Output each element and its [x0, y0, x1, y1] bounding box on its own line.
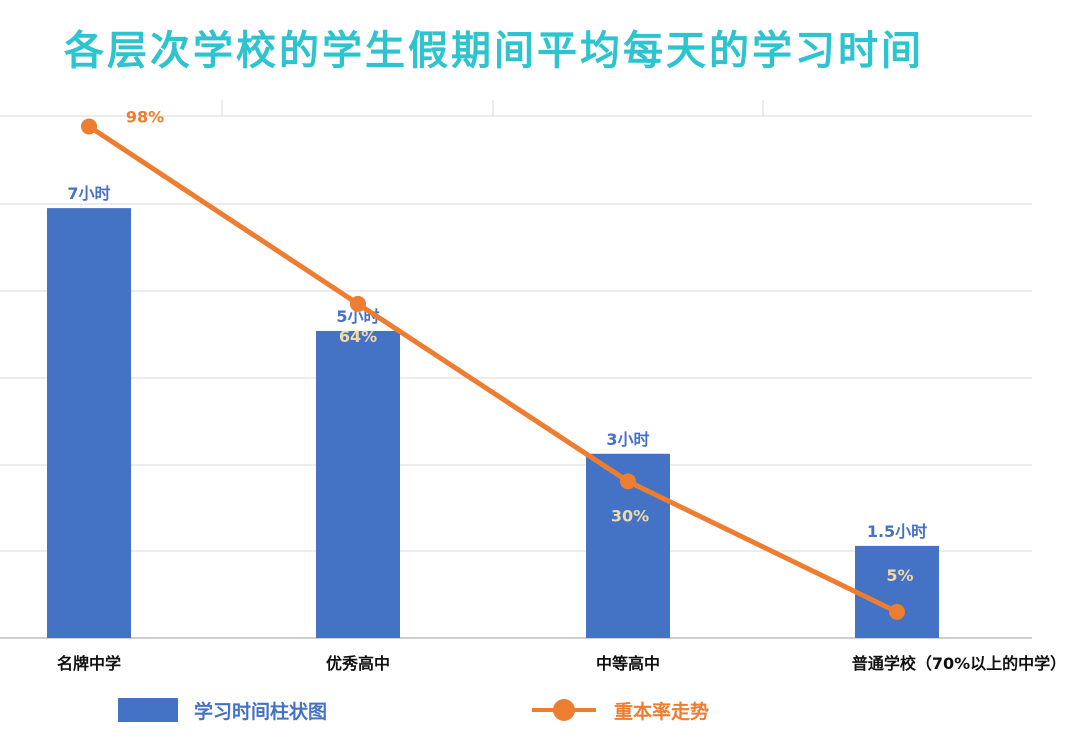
line-point	[889, 603, 905, 620]
bar	[47, 208, 131, 638]
line-point	[81, 118, 97, 135]
bar	[316, 330, 400, 638]
x-tick-label: 优秀高中	[326, 654, 390, 673]
line-value-label: 64%	[339, 327, 377, 346]
legend-line-swatch	[532, 698, 596, 722]
line-point	[350, 295, 366, 312]
line-value-label: 5%	[886, 566, 913, 585]
chart-title: 各层次学校的学生假期间平均每天的学习时间	[64, 28, 924, 74]
legend-item-line: 重本率走势	[532, 694, 709, 726]
bar-value-label: 3小时	[606, 430, 649, 449]
line-value-label: 98%	[126, 107, 164, 126]
x-tick-label: 普通学校（70%以上的中学）	[852, 654, 1066, 673]
legend-item-bars: 学习时间柱状图	[118, 694, 327, 726]
line-point	[620, 473, 636, 490]
bar-value-label: 1.5小时	[867, 522, 927, 541]
x-tick-label: 名牌中学	[57, 654, 121, 673]
legend-line-label: 重本率走势	[614, 700, 710, 723]
legend-bar-swatch	[118, 698, 178, 722]
trend-line	[87, 124, 899, 615]
line-value-label: 30%	[611, 506, 649, 525]
legend-bar-label: 学习时间柱状图	[194, 700, 328, 723]
x-tick-label: 中等高中	[596, 654, 660, 673]
bar	[855, 545, 939, 638]
bar-value-label: 7小时	[67, 184, 110, 203]
